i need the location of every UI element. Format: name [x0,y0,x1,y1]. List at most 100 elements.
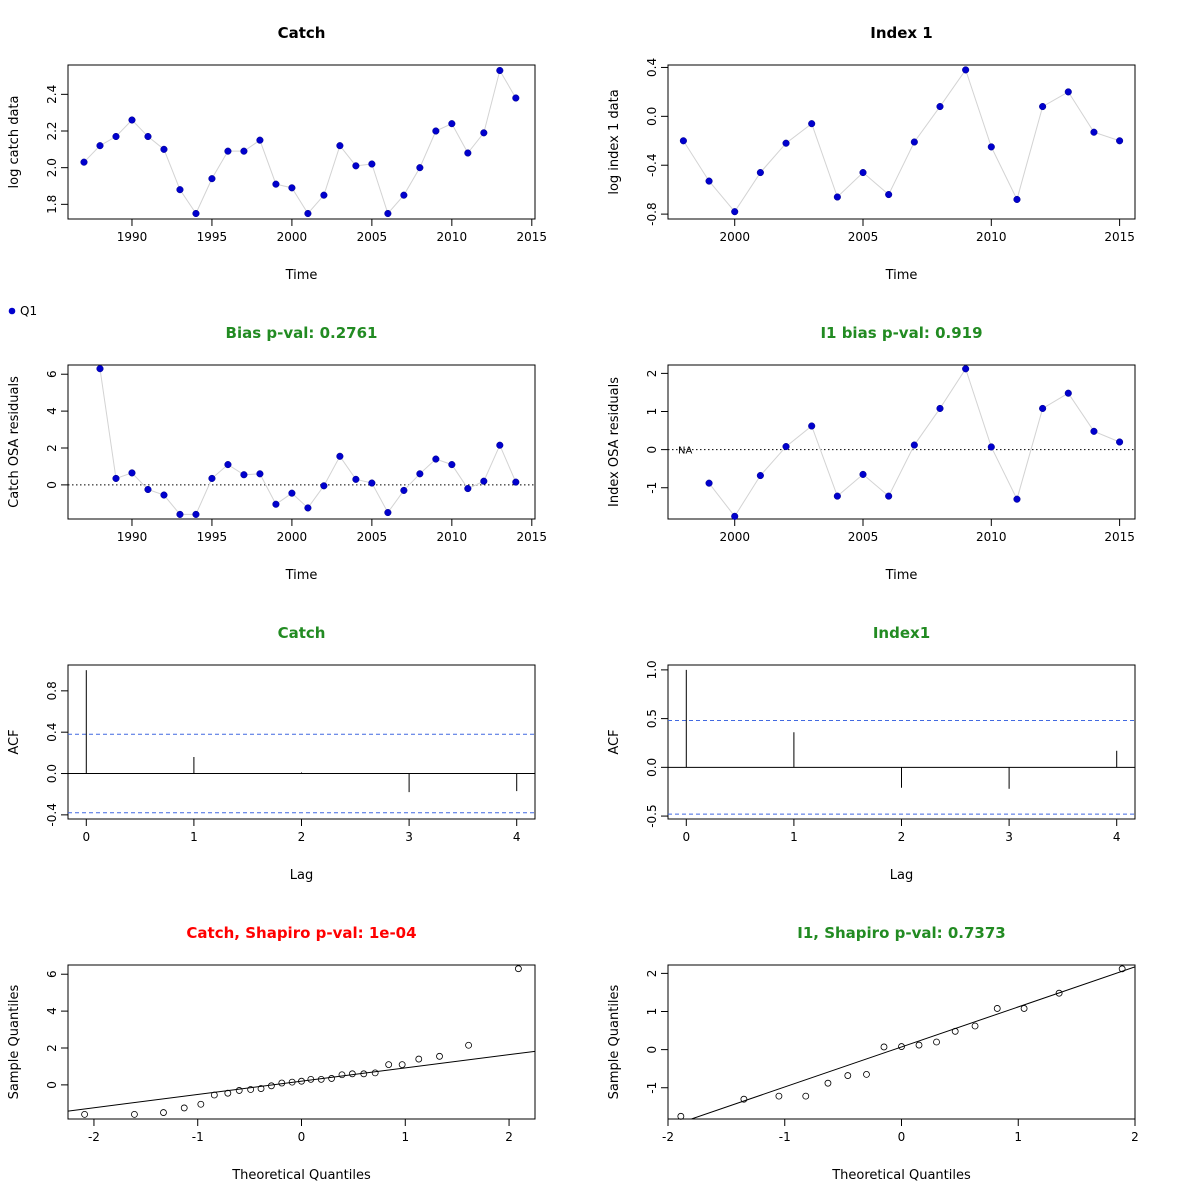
x-tick-label: 2 [298,830,306,844]
legend-label: Q1 [20,304,37,318]
x-tick-label: -1 [192,1130,204,1144]
y-tick-label: 1 [645,1008,659,1016]
data-point [288,1078,296,1086]
x-tick-label: 2015 [517,230,548,244]
x-tick-label: 1995 [197,530,228,544]
data-point [317,1075,325,1083]
data-point [208,175,216,183]
x-tick-label: 2 [898,830,906,844]
data-point [756,471,764,480]
y-tick-label: 2 [645,970,659,978]
panel-p1: Catch 1990 1995 2000 2005 2010 2015 1.8 2.0 2.2 2.… [7,24,547,283]
y-tick-label: 2.0 [45,158,59,177]
y-tick-label: 4 [45,1007,59,1015]
data-point [464,149,472,157]
data-point [304,209,312,218]
data-point [824,1079,832,1087]
data-point [307,1075,315,1083]
y-tick-label: 6 [45,970,59,978]
data-point [160,491,168,499]
data-point [192,209,200,218]
data-point [385,1061,393,1068]
data-point [192,510,200,518]
plot-frame [67,64,536,220]
chart-title: Bias p-val: 0.2761 [226,324,378,342]
data-point [210,1091,218,1099]
data-point [208,474,216,482]
chart-title: Catch [278,24,326,42]
data-point [432,127,440,135]
x-tick-label: 2000 [719,530,750,544]
chart-title: Index 1 [870,24,933,42]
x-tick-label: 3 [405,830,413,844]
x-tick-label: 0 [682,830,690,844]
x-tick-label: 0 [298,1130,306,1144]
data-point [915,1041,923,1049]
y-tick-label: -0.4 [645,154,659,177]
data-point [740,1095,748,1103]
chart-title: Index1 [873,624,930,642]
data-point [176,510,184,518]
data-point [224,461,232,469]
data-point [898,1043,905,1050]
x-axis-label: Time [885,568,918,583]
panel-p2: Index 1 2000 2005 2010 2015 -0.8 -0.4 0.0 0.4 Tim… [607,24,1136,283]
plot-frame [67,364,536,520]
data-point [1039,404,1047,413]
panel-p5: Catch 0 1 2 3 4 -0.4 0.0 0.4 0.8 Lag ACF [7,624,536,883]
panel-p4: I1 bias p-val: 0.919 2000 2005 2010 2015 -1 0 1… [607,324,1136,583]
x-tick-label: 2015 [1104,530,1135,544]
x-axis-label: Lag [290,868,313,883]
y-axis-label: Sample Quantiles [607,984,622,1099]
data-point [936,404,944,413]
data-point [81,1110,89,1118]
data-point [833,492,841,500]
x-tick-label: 2005 [357,530,388,544]
data-point [272,180,280,188]
y-tick-label: 0.0 [645,758,659,777]
x-tick-label: 0 [898,1130,906,1144]
chart-title: I1 bias p-val: 0.919 [820,324,982,342]
y-axis-label: Index OSA residuals [607,377,622,507]
y-tick-label: 0.4 [45,723,59,742]
y-tick-label: 2 [45,444,59,452]
data-point [859,470,867,478]
data-point [144,132,152,141]
plot-frame [667,664,1136,820]
data-point [782,443,790,451]
x-tick-label: 2015 [1104,230,1135,244]
data-point [808,120,816,128]
y-axis-label: Sample Quantiles [7,984,22,1099]
x-tick-label: -1 [779,1130,791,1144]
data-point [971,1022,979,1030]
na-annotation: NA [678,446,692,457]
data-point [336,142,344,150]
x-tick-label: 2000 [719,230,750,244]
plot-area [668,367,1135,518]
data-point [352,475,360,483]
data-point [880,1043,888,1051]
data-point [859,169,867,177]
data-point [160,145,168,153]
x-tick-label: 2005 [848,530,879,544]
y-axis-label: ACF [7,729,22,754]
data-point [320,191,328,199]
data-point [705,479,713,487]
x-tick-label: 2005 [357,230,388,244]
data-point [1116,137,1124,145]
y-tick-label: 1.8 [45,195,59,214]
data-point [224,147,232,155]
data-point [224,1089,232,1097]
x-axis-label: Lag [890,868,913,883]
y-tick-label: 0.5 [645,709,659,728]
data-point [514,965,522,973]
data-point [910,138,918,146]
data-point [679,137,687,145]
data-point [436,1052,443,1060]
qq-reference-line [68,1050,535,1112]
data-point [176,186,184,194]
data-point [1013,195,1021,203]
series-line [83,69,517,215]
